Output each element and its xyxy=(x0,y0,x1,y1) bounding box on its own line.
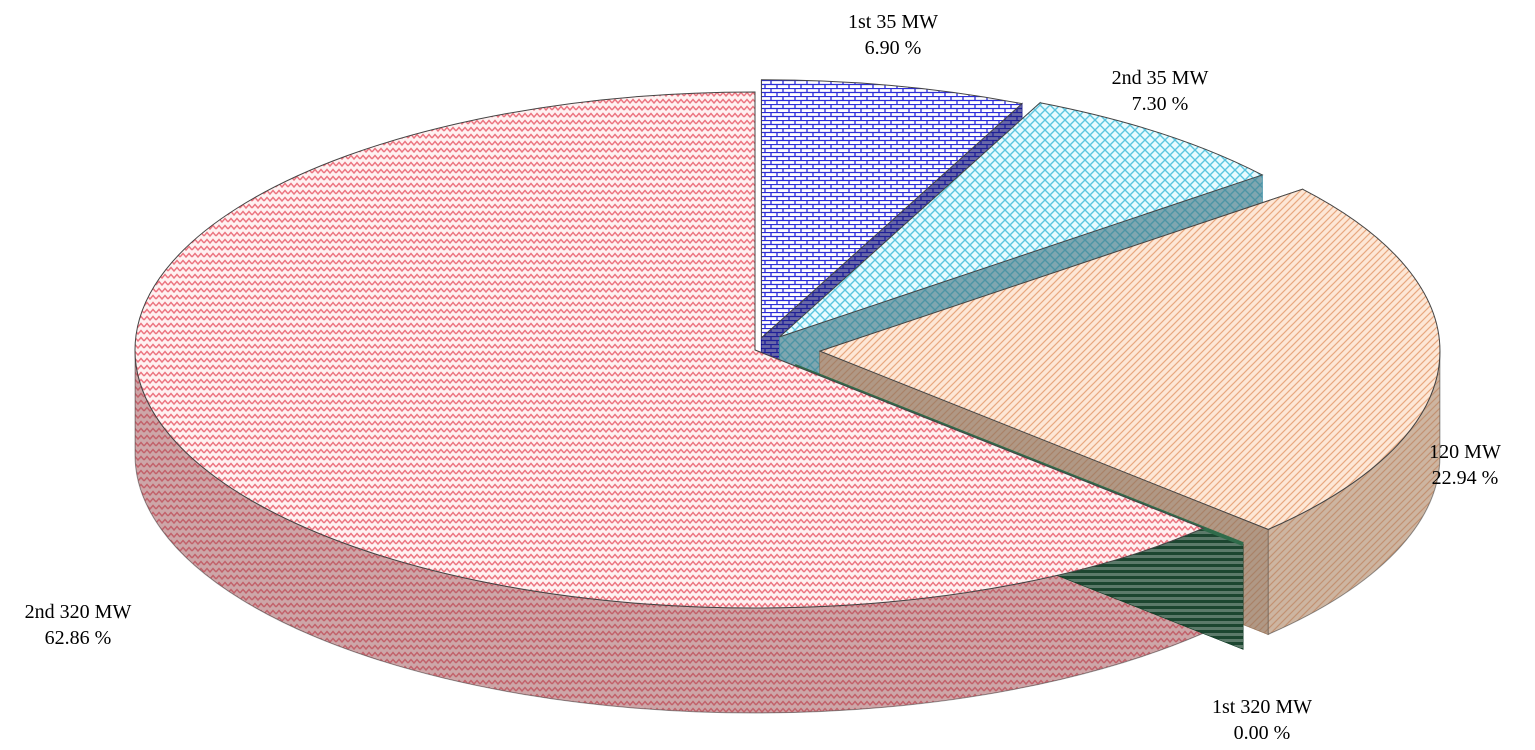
label-value: 62.86 % xyxy=(45,627,112,649)
label-1st-320-mw: 1st 320 MW 0.00 % xyxy=(1212,696,1312,744)
label-name: 2nd 35 MW xyxy=(1112,67,1209,89)
label-120-mw: 120 MW 22.94 % xyxy=(1429,441,1501,489)
label-value: 22.94 % xyxy=(1432,467,1499,489)
slice-120-mw xyxy=(818,188,1441,530)
slice-2nd-320-mw xyxy=(134,91,1205,609)
label-value: 6.90 % xyxy=(865,37,922,59)
label-1st-35-mw: 1st 35 MW 6.90 % xyxy=(848,11,938,59)
pie-top-faces xyxy=(134,79,1441,609)
label-name: 120 MW xyxy=(1429,441,1501,463)
label-value: 0.00 % xyxy=(1234,722,1291,744)
label-name: 2nd 320 MW xyxy=(25,601,132,623)
label-value: 7.30 % xyxy=(1132,93,1189,115)
label-2nd-35-mw: 2nd 35 MW 7.30 % xyxy=(1112,67,1209,115)
label-name: 1st 35 MW xyxy=(848,11,938,33)
label-2nd-320-mw: 2nd 320 MW 62.86 % xyxy=(25,601,132,649)
slice-1st-35-mw xyxy=(760,79,1023,339)
label-name: 1st 320 MW xyxy=(1212,696,1312,718)
pie-labels: 1st 35 MW 6.90 % 2nd 35 MW 7.30 % 120 MW 22.9… xyxy=(25,11,1501,744)
slice-2nd-35-mw xyxy=(779,102,1264,338)
